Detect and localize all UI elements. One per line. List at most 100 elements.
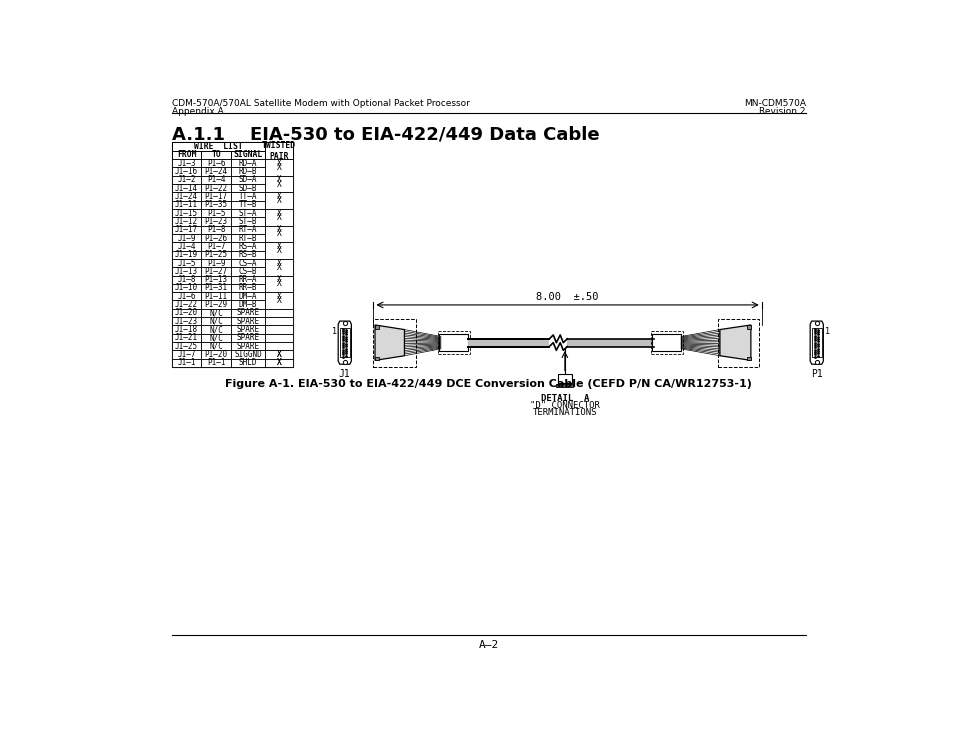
Text: J1–12: J1–12	[175, 217, 198, 226]
Bar	[172, 308, 201, 317]
Text: SIGGND: SIGGND	[233, 350, 261, 359]
Text: X: X	[276, 163, 281, 172]
Bar	[231, 334, 265, 342]
Text: N/C: N/C	[209, 334, 223, 342]
Bar	[231, 308, 265, 317]
Text: TT–A: TT–A	[238, 192, 257, 201]
Text: FROM: FROM	[176, 151, 196, 159]
Text: SPARE: SPARE	[236, 334, 259, 342]
Text: P1–35: P1–35	[204, 200, 228, 210]
Bar	[556, 384, 573, 387]
Bar	[201, 176, 231, 184]
Text: X: X	[276, 230, 281, 238]
Text: RD–B: RD–B	[238, 167, 257, 176]
Text: X: X	[276, 263, 281, 272]
Bar	[231, 359, 265, 367]
Bar	[172, 292, 201, 300]
Bar	[567, 339, 654, 347]
Text: CS–B: CS–B	[238, 267, 257, 276]
Bar	[265, 275, 293, 284]
Bar	[265, 317, 293, 325]
Text: WIRE  LIST: WIRE LIST	[193, 142, 243, 151]
Bar	[265, 226, 293, 234]
Text: P1–1: P1–1	[207, 359, 225, 368]
Text: J1–2: J1–2	[177, 176, 195, 184]
Text: N/C: N/C	[209, 308, 223, 317]
Text: CDM-570A/570AL Satellite Modem with Optional Packet Processor: CDM-570A/570AL Satellite Modem with Opti…	[172, 100, 469, 108]
Bar	[265, 267, 293, 275]
Text: X: X	[276, 179, 281, 188]
Text: SD–B: SD–B	[238, 184, 257, 193]
Bar	[265, 168, 293, 176]
Bar	[201, 300, 231, 308]
Bar	[231, 226, 265, 234]
Text: 1: 1	[332, 328, 336, 337]
Bar	[265, 242, 293, 259]
Text: P1: P1	[810, 369, 821, 379]
Text: J1–1: J1–1	[177, 359, 195, 368]
Bar	[373, 319, 416, 367]
Text: J1: J1	[338, 369, 351, 379]
Text: TERMINATIONS: TERMINATIONS	[532, 408, 597, 417]
Polygon shape	[720, 325, 750, 360]
Bar	[265, 259, 293, 275]
Bar	[265, 168, 293, 176]
Text: X: X	[276, 225, 281, 234]
Bar	[265, 176, 293, 184]
Bar	[265, 334, 293, 342]
Bar	[231, 193, 265, 201]
Text: J1–6: J1–6	[177, 292, 195, 301]
Bar	[231, 209, 265, 217]
Text: X: X	[276, 359, 281, 368]
Text: J1–24: J1–24	[175, 192, 198, 201]
Text: J1–22: J1–22	[175, 300, 198, 309]
Text: SHLD: SHLD	[238, 359, 257, 368]
Text: RR–A: RR–A	[238, 275, 257, 284]
Bar	[265, 242, 293, 251]
Bar	[265, 342, 293, 351]
Text: P1–11: P1–11	[204, 292, 228, 301]
Text: TO: TO	[211, 151, 221, 159]
Bar	[265, 308, 293, 317]
Text: J1–9: J1–9	[177, 234, 195, 243]
Bar	[265, 193, 293, 201]
Text: SD–A: SD–A	[238, 176, 257, 184]
Bar	[265, 226, 293, 234]
Bar	[172, 201, 201, 209]
Text: P1–17: P1–17	[204, 192, 228, 201]
Text: X: X	[276, 275, 281, 284]
Bar	[201, 217, 231, 226]
Bar	[339, 328, 350, 357]
Bar	[201, 168, 231, 176]
Text: J1–4: J1–4	[177, 242, 195, 251]
Bar	[265, 300, 293, 308]
Bar	[231, 201, 265, 209]
Bar	[265, 292, 293, 300]
Text: N/C: N/C	[209, 342, 223, 351]
Bar	[172, 234, 201, 242]
Bar	[265, 209, 293, 217]
Text: "D" CONNECTOR: "D" CONNECTOR	[529, 401, 599, 410]
Bar	[265, 217, 293, 226]
Text: P1–31: P1–31	[204, 283, 228, 292]
Text: P1–29: P1–29	[204, 300, 228, 309]
Bar	[172, 151, 201, 159]
Text: J1–11: J1–11	[175, 200, 198, 210]
Bar	[172, 176, 201, 184]
Bar	[201, 317, 231, 325]
Text: P1–25: P1–25	[204, 250, 228, 259]
Bar	[650, 331, 682, 354]
Text: 1: 1	[824, 328, 829, 337]
Bar	[172, 168, 201, 176]
Text: RT–B: RT–B	[238, 234, 257, 243]
Bar	[265, 284, 293, 292]
Bar	[265, 193, 293, 201]
Bar	[265, 359, 293, 367]
Bar	[172, 184, 201, 193]
Text: Figure A-1. EIA-530 to EIA-422/449 DCE Conversion Cable (CEFD P/N CA/WR12753-1): Figure A-1. EIA-530 to EIA-422/449 DCE C…	[225, 379, 752, 390]
Text: Revision 2: Revision 2	[759, 107, 805, 116]
Text: X: X	[276, 350, 281, 359]
Text: P1–6: P1–6	[207, 159, 225, 168]
Text: X: X	[276, 159, 281, 168]
Text: J1–21: J1–21	[175, 334, 198, 342]
